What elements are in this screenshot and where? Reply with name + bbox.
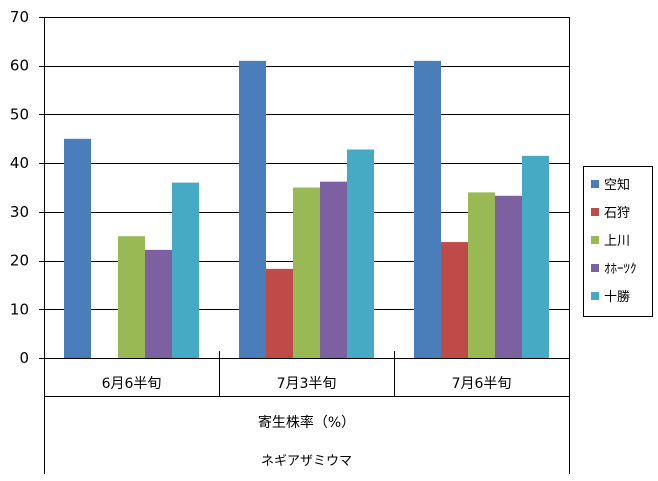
legend-swatch <box>591 292 599 300</box>
x-category-label: 6月6半旬 <box>102 376 162 392</box>
bar-5-3 <box>522 155 549 358</box>
bar-3-3 <box>468 192 495 358</box>
legend-swatch <box>591 264 599 272</box>
y-tick-label: 50 <box>10 105 29 123</box>
bar-5-1 <box>172 182 199 358</box>
x-axis-title: 寄生株率（%） <box>258 414 355 431</box>
bar-1-3 <box>414 60 441 358</box>
legend-swatch <box>591 236 599 244</box>
legend-swatch <box>591 180 599 188</box>
legend-swatch <box>591 208 599 216</box>
y-tick-label: 60 <box>10 57 29 75</box>
bar-4-3 <box>495 195 522 358</box>
bar-3-1 <box>118 236 145 358</box>
legend-label: 上川 <box>604 234 630 249</box>
legend-label: 空知 <box>604 177 630 193</box>
axes <box>39 17 570 474</box>
legend-label: ｵﾎｰﾂｸ <box>604 262 637 277</box>
y-tick-label: 40 <box>10 154 29 172</box>
bar-3-2 <box>293 187 320 358</box>
y-tick-label: 10 <box>10 300 29 318</box>
y-tick-label: 70 <box>10 8 29 26</box>
x-category-label: 7月3半旬 <box>277 376 337 392</box>
bar-5-2 <box>347 149 374 358</box>
y-tick-labels: 0 10 20 30 40 50 60 70 <box>10 8 29 367</box>
bar-2-3 <box>441 242 468 358</box>
legend-label: 十勝 <box>604 290 630 305</box>
y-tick-label: 20 <box>10 252 29 270</box>
y-tick-label: 30 <box>10 203 29 221</box>
y-tick-label: 0 <box>19 349 29 367</box>
legend-label: 石狩 <box>604 206 630 221</box>
bar-4-1 <box>145 249 172 358</box>
x-category-label: 7月6半旬 <box>452 376 512 392</box>
bar-1-1 <box>64 138 91 358</box>
bar-4-2 <box>320 181 347 358</box>
x-category-labels: 6月6半旬 7月3半旬 7月6半旬 <box>102 376 512 392</box>
bars <box>64 60 549 358</box>
bar-1-2 <box>239 60 266 358</box>
x-group-label: ネギアザミウマ <box>261 454 352 469</box>
bar-2-2 <box>266 268 293 358</box>
